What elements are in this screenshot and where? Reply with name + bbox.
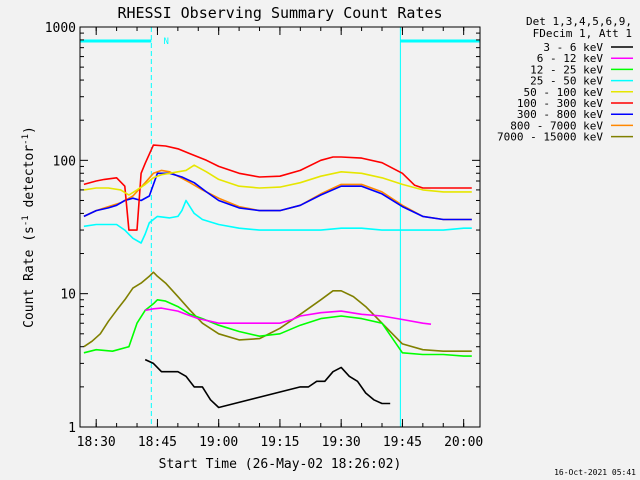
y-axis-label-sup1: -1: [21, 215, 31, 226]
render-timestamp: 16-Oct-2021 05:41: [554, 468, 636, 477]
legend-label-0: 3 - 6 keV: [543, 41, 603, 54]
series-line-7: [83, 169, 472, 221]
x-tick-label-2: 19:00: [199, 435, 238, 450]
series-line-6: [83, 172, 472, 221]
x-tick-label-4: 19:30: [322, 435, 361, 450]
x-tick-label-5: 19:45: [383, 435, 422, 450]
x-tick-label-6: 20:00: [444, 435, 483, 450]
legend-header-detectors: Det 1,3,4,5,6,9,: [526, 15, 632, 28]
series-line-5: [83, 144, 472, 231]
y-axis-label-end: ): [22, 126, 37, 134]
annotation-0: N: [163, 37, 168, 47]
y-axis-label: Count Rate (s-1 detector-1): [21, 126, 37, 328]
legend: Det 1,3,4,5,6,9, FDecim 1, Att 1 3 - 6 k…: [497, 15, 633, 144]
series-line-2: [83, 298, 472, 357]
legend-label-4: 50 - 100 keV: [524, 86, 604, 99]
series-line-3: [83, 199, 472, 244]
series-lines: [83, 144, 472, 409]
y-axis-label-mid: detector: [22, 145, 37, 216]
series-line-1: [145, 307, 432, 325]
x-tick-label-0: 18:30: [77, 435, 116, 450]
legend-label-3: 25 - 50 keV: [530, 75, 603, 88]
y-tick-label-0: 1: [68, 421, 76, 436]
x-axis-label: Start Time (26-May-02 18:26:02): [159, 457, 402, 472]
plot-area: N 18:30 18:45 19:00 19:15 19:30 19:45 20:00 1 10…: [45, 21, 484, 450]
legend-label-6: 300 - 800 keV: [517, 108, 603, 121]
y-tick-label-3: 1000: [45, 21, 76, 36]
y-axis-label-sup2: -1: [21, 134, 31, 145]
legend-label-5: 100 - 300 keV: [517, 97, 603, 110]
x-tick-label-1: 18:45: [138, 435, 177, 450]
legend-label-8: 7000 - 15000 keV: [497, 131, 603, 144]
chart-title: RHESSI Observing Summary Count Rates: [117, 4, 442, 22]
axis-ticks: 18:30 18:45 19:00 19:15 19:30 19:45 20:00 1 10 10…: [45, 21, 484, 450]
legend-label-1: 6 - 12 keV: [537, 52, 604, 65]
series-line-0: [144, 358, 391, 409]
legend-label-2: 12 - 25 keV: [530, 63, 603, 76]
y-tick-label-1: 10: [60, 288, 76, 303]
x-tick-label-3: 19:15: [260, 435, 299, 450]
legend-header-decimation: FDecim 1, Att 1: [533, 27, 632, 40]
y-axis-label-main: Count Rate (s: [22, 226, 37, 328]
legend-label-7: 800 - 7000 keV: [510, 119, 603, 132]
y-tick-label-2: 100: [53, 154, 76, 169]
series-line-4: [83, 164, 472, 196]
